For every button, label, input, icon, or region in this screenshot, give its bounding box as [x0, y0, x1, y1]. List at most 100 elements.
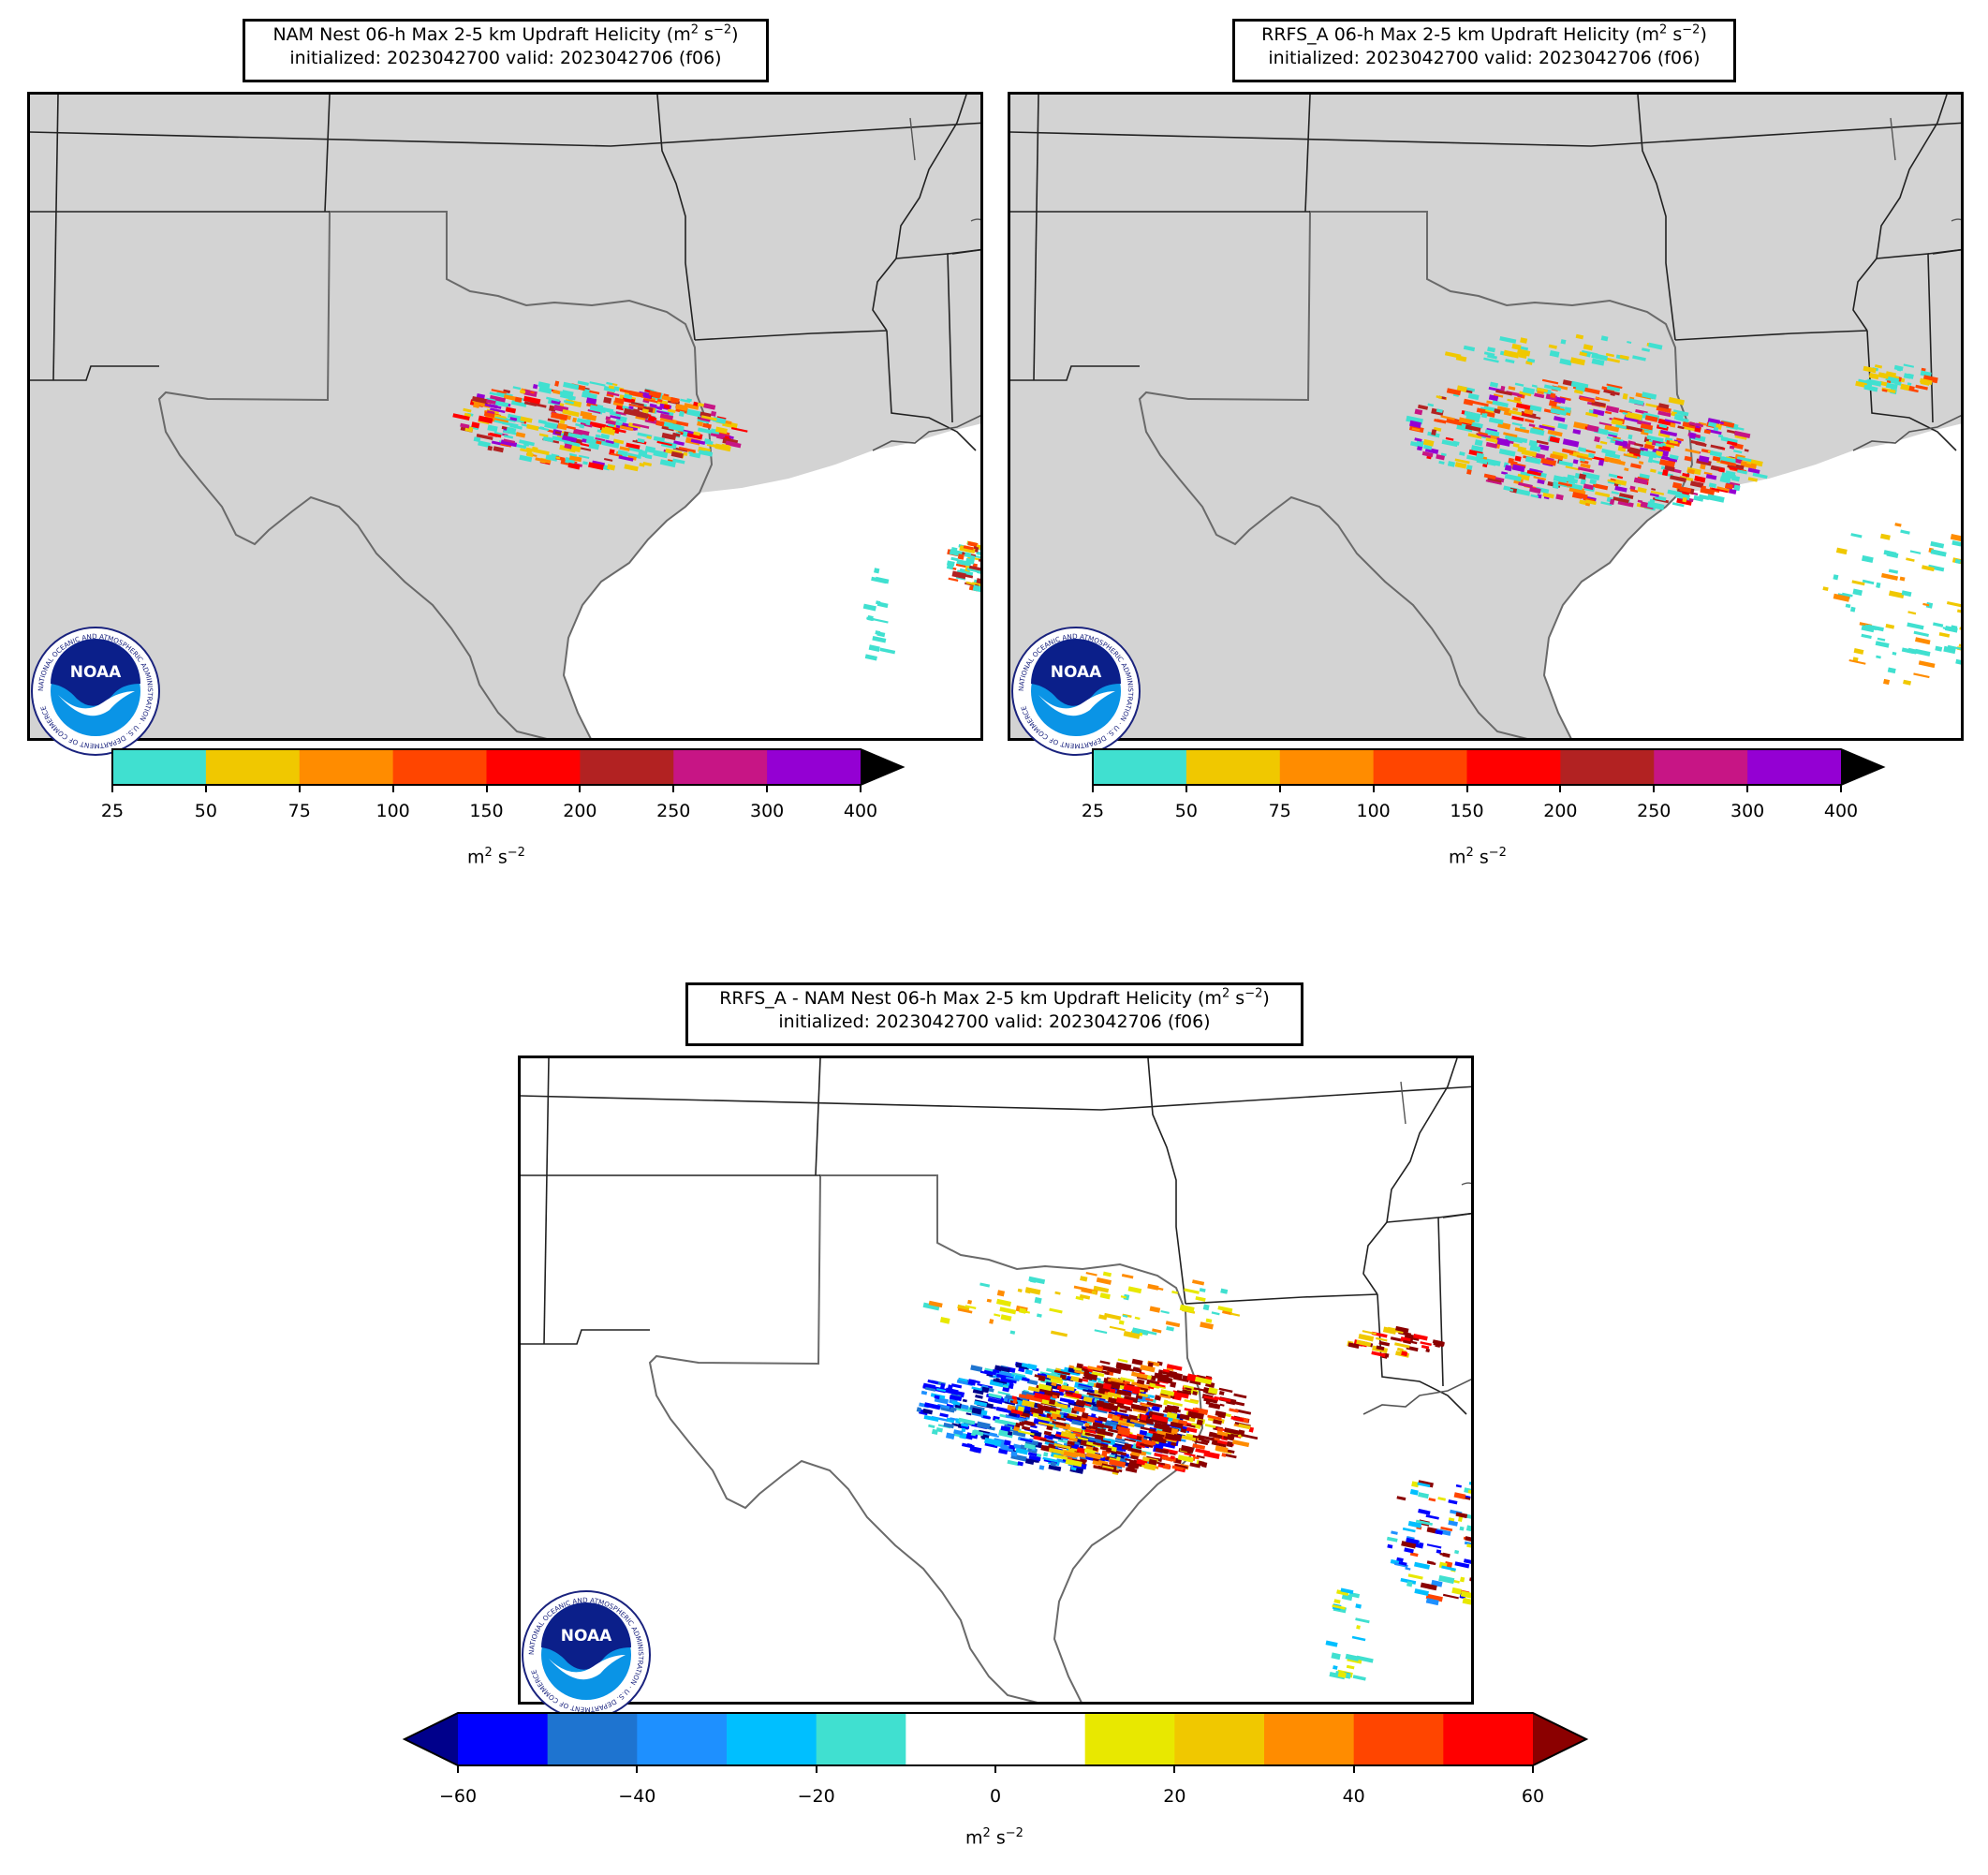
noaa-logo: NATIONAL OCEANIC AND ATMOSPHERIC ADMINIS… — [521, 1589, 652, 1720]
state-border — [1852, 95, 1948, 332]
colorbar-units: m2 s−2 — [965, 1826, 1023, 1848]
panel-title: RRFS_A - NAM Nest 06-h Max 2-5 km Updraf… — [685, 982, 1303, 1046]
title-line-2: initialized: 2023042700 valid: 202304270… — [778, 1011, 1211, 1032]
colorbar-tick-label: 150 — [1450, 801, 1484, 821]
helicity-swaths — [1347, 1325, 1445, 1359]
colorbar-tick — [1532, 1765, 1534, 1773]
title-line-2: initialized: 2023042700 valid: 202304270… — [1268, 48, 1701, 68]
coastline — [1362, 1379, 1471, 1415]
colorbar-tick — [204, 785, 207, 792]
colorbar-segment — [547, 1713, 638, 1765]
water-line — [1461, 1182, 1471, 1186]
colorbar-segment — [1279, 749, 1375, 785]
state-border — [815, 1058, 821, 1176]
colorbar-segment — [727, 1713, 817, 1765]
colorbar-segment — [392, 749, 488, 785]
colorbar-tick — [672, 785, 675, 792]
map-svg — [30, 95, 980, 738]
colorbar-segment — [816, 1713, 906, 1765]
helicity-swaths — [1406, 378, 1768, 511]
colorbar-tick — [579, 785, 582, 792]
units-m: m — [467, 847, 485, 868]
colorbar-tick — [1559, 785, 1562, 792]
helicity-swaths — [1822, 523, 1961, 686]
state-border — [543, 1058, 550, 1345]
logo-gull — [58, 691, 135, 716]
state-border — [30, 365, 159, 381]
state-border — [52, 95, 59, 381]
state-border — [886, 330, 977, 451]
colorbar-segment — [1466, 749, 1561, 785]
colorbar-tick — [1278, 785, 1281, 792]
colorbar-tick — [815, 1765, 817, 1773]
colorbar-tick — [766, 785, 769, 792]
helicity-swaths — [946, 540, 980, 593]
gulf-of-mexico — [1054, 1387, 1471, 1702]
colorbar-segment — [906, 1713, 996, 1765]
colorbar-segment — [1264, 1713, 1355, 1765]
colorbar-tick-label: 300 — [749, 801, 785, 821]
colorbar-tick-label: 100 — [376, 801, 410, 821]
state-border — [656, 95, 696, 341]
state-border — [1010, 365, 1140, 381]
title-line-1: RRFS_A - NAM Nest 06-h Max 2-5 km Updraf… — [719, 988, 1222, 1009]
colorbar-tick-label: 40 — [1342, 1786, 1365, 1807]
colorbar-tick-label: 400 — [1823, 801, 1859, 821]
helicity-swaths — [1325, 1587, 1374, 1681]
colorbar-tick-label: 200 — [1543, 801, 1578, 821]
units-sup: 2 — [1465, 846, 1474, 860]
colorbar-segment — [1353, 1713, 1444, 1765]
colorbar-units: m2 s−2 — [1449, 846, 1507, 867]
state-border — [521, 1329, 650, 1345]
colorbar-tick — [298, 785, 301, 792]
colorbar-tick — [1352, 1765, 1355, 1773]
state-border — [1437, 1212, 1471, 1218]
colorbar-extend-low — [405, 1713, 458, 1765]
logo-text: NOAA — [70, 663, 122, 682]
colorbar-segment — [637, 1713, 728, 1765]
noaa-logo: NATIONAL OCEANIC AND ATMOSPHERIC ADMINIS… — [30, 626, 161, 757]
state-border — [872, 95, 967, 332]
colorbar-segment — [1560, 749, 1655, 785]
colorbar-segment — [1654, 749, 1748, 785]
units-s: s — [492, 847, 508, 868]
state-border — [1674, 330, 1868, 341]
units-m: m — [1449, 847, 1466, 868]
texas-outline — [648, 1174, 1204, 1702]
colorbar-tick-label: 150 — [469, 801, 504, 821]
state-border — [947, 248, 980, 255]
colorbar-extend — [1841, 749, 1883, 785]
colorbar-tick-label: 250 — [656, 801, 691, 821]
water-line — [1951, 218, 1961, 222]
colorbar-tick — [457, 1765, 459, 1773]
title-sup2: −2 — [1244, 986, 1263, 1001]
colorbar-tick — [1185, 785, 1187, 792]
colorbar-tick-label: 0 — [989, 1786, 1002, 1807]
colorbar-segment — [1174, 1713, 1265, 1765]
title-line-1: NAM Nest 06-h Max 2-5 km Updraft Helicit… — [272, 24, 691, 45]
title-sup2: −2 — [1682, 22, 1701, 37]
state-border — [1147, 1058, 1186, 1305]
panel-title: RRFS_A 06-h Max 2-5 km Updraft Helicity … — [1232, 19, 1736, 82]
colorbar-tick — [1840, 785, 1842, 792]
colorbar-segment — [1747, 749, 1842, 785]
colorbar-nam: 25 50 75 100 150 200 250 300 400 — [101, 747, 906, 821]
colorbar-segment — [767, 749, 861, 785]
colorbar-tick-label: 25 — [100, 801, 125, 821]
water-line — [970, 218, 980, 222]
colorbar-extend — [861, 749, 903, 785]
colorbar-segment — [205, 749, 301, 785]
colorbar-tick — [860, 785, 861, 792]
units-sup: 2 — [982, 1826, 991, 1840]
colorbar-tick — [1746, 785, 1749, 792]
title-sup: 2 — [690, 22, 699, 37]
colorbar-segment — [673, 749, 768, 785]
title-sup: 2 — [1221, 986, 1230, 1001]
logo-text: NOAA — [561, 1627, 612, 1646]
helicity-swaths — [1007, 1358, 1259, 1476]
state-border — [1304, 95, 1311, 213]
state-border — [1185, 1293, 1378, 1305]
noaa-logo: NATIONAL OCEANIC AND ATMOSPHERIC ADMINIS… — [1010, 626, 1141, 757]
state-border — [1362, 1058, 1458, 1295]
helicity-swaths — [862, 568, 896, 661]
